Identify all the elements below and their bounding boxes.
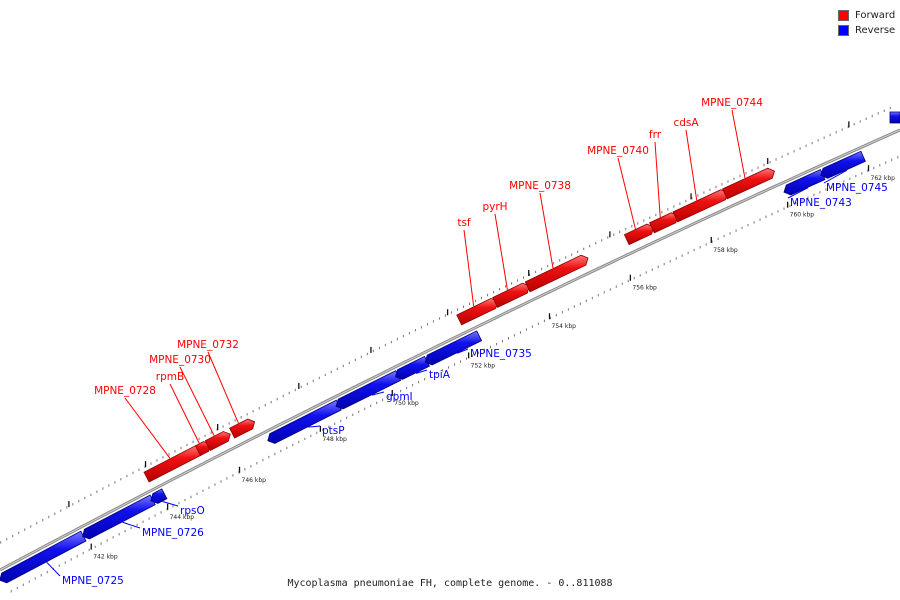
gene-mpne-0735[interactable] <box>424 330 483 366</box>
legend: Forward Reverse <box>838 8 895 38</box>
gene-leader-line <box>46 561 61 577</box>
gene-label: MPNE_0732 <box>177 339 239 351</box>
gene-leader-line <box>823 169 848 184</box>
gene-mpne-0738[interactable] <box>524 254 589 293</box>
genome-backbone <box>0 128 900 572</box>
gene-leader-line <box>685 129 698 201</box>
gene-leader-line <box>162 500 179 507</box>
forward-swatch <box>838 10 849 21</box>
legend-label-forward: Forward <box>855 10 896 21</box>
tick-label: 750 kbp <box>394 400 419 407</box>
gene-label: cdsA <box>673 117 699 129</box>
gene-label: MPNE_0740 <box>587 145 649 157</box>
tick-label: 760 kbp <box>790 212 815 219</box>
gene-label: frr <box>649 129 662 141</box>
tick-label: 758 kbp <box>713 247 738 254</box>
tick-marks <box>0 106 899 593</box>
gene-leader-line <box>787 187 809 199</box>
gene-gpmi[interactable] <box>335 370 402 410</box>
tick-label: 742 kbp <box>93 554 118 561</box>
gene-leader-line <box>539 192 554 269</box>
tick-label: 752 kbp <box>471 362 496 369</box>
gene-leader-line <box>124 397 171 459</box>
gene-leader-line <box>463 229 475 307</box>
gene-cdsa[interactable] <box>672 189 729 223</box>
gene-label: tpiA <box>429 369 451 381</box>
gene-label: MPNE_0728 <box>94 385 156 397</box>
tick-label: 744 kbp <box>170 514 195 521</box>
gene-label: MPNE_0744 <box>701 97 763 109</box>
gene-leader-line <box>169 383 200 444</box>
gene-mpne-0728[interactable] <box>143 444 204 483</box>
gene-mpne-0744[interactable] <box>722 167 775 200</box>
gene-leader-line <box>415 369 428 374</box>
gene-leader-line <box>654 141 661 218</box>
legend-item-reverse: Reverse <box>838 23 895 38</box>
gene-rpso[interactable] <box>150 488 168 504</box>
reverse-swatch <box>838 25 849 36</box>
genome-caption: Mycoplasma pneumoniae FH, complete genom… <box>287 578 613 589</box>
tick-label: 748 kbp <box>322 436 347 443</box>
gene-leader-line <box>456 348 469 354</box>
gene-label: MPNE_0745 <box>826 182 888 194</box>
tick-label: 756 kbp <box>632 285 657 292</box>
gene-mpne-0730[interactable] <box>204 431 231 452</box>
gene-leader-line <box>617 157 636 230</box>
gene-label: gpmI <box>386 391 413 403</box>
backbone-highlight <box>0 129 900 571</box>
legend-label-reverse: Reverse <box>855 25 896 36</box>
gene-leader-line <box>179 366 215 436</box>
gene-label: rpsO <box>180 505 205 517</box>
tick-label: 754 kbp <box>552 323 577 330</box>
gene-leader-line <box>494 213 508 290</box>
gene-leader-line <box>308 425 321 428</box>
tick-label: 762 kbp <box>871 175 896 182</box>
gene-mpne-0740[interactable] <box>623 223 655 246</box>
gene-pyrh[interactable] <box>492 282 530 308</box>
gene-leader-line <box>122 521 141 529</box>
tick-labels: 742 kbp 744 kbp 746 kbp 748 kbp 750 kbp 752 k… <box>93 175 895 560</box>
gene-label: MPNE_0743 <box>790 197 852 209</box>
gene-frr[interactable] <box>649 212 679 234</box>
gene-mpne-0732[interactable] <box>229 418 256 439</box>
gene-label: pyrH <box>482 201 507 213</box>
gene-label: rpmB <box>156 371 184 383</box>
gene-label: MPNE_0738 <box>509 180 571 192</box>
legend-item-forward: Forward <box>838 8 895 23</box>
gene-mpne-0745[interactable] <box>820 150 866 179</box>
gene-label: ptsP <box>322 425 345 437</box>
gene-label: MPNE_0726 <box>142 527 204 539</box>
genes <box>0 111 900 584</box>
gene-label: tsf <box>457 217 471 229</box>
gene-leader-line <box>371 391 385 396</box>
tick-label: 746 kbp <box>242 477 267 484</box>
gene-label: MPNE_0730 <box>149 354 211 366</box>
gene-label: MPNE_0725 <box>62 575 124 587</box>
gene-leader-line <box>731 109 746 179</box>
offscreen-gene-fragment <box>889 111 900 124</box>
gene-label: MPNE_0735 <box>470 348 532 360</box>
gene-leader-line <box>207 351 239 424</box>
